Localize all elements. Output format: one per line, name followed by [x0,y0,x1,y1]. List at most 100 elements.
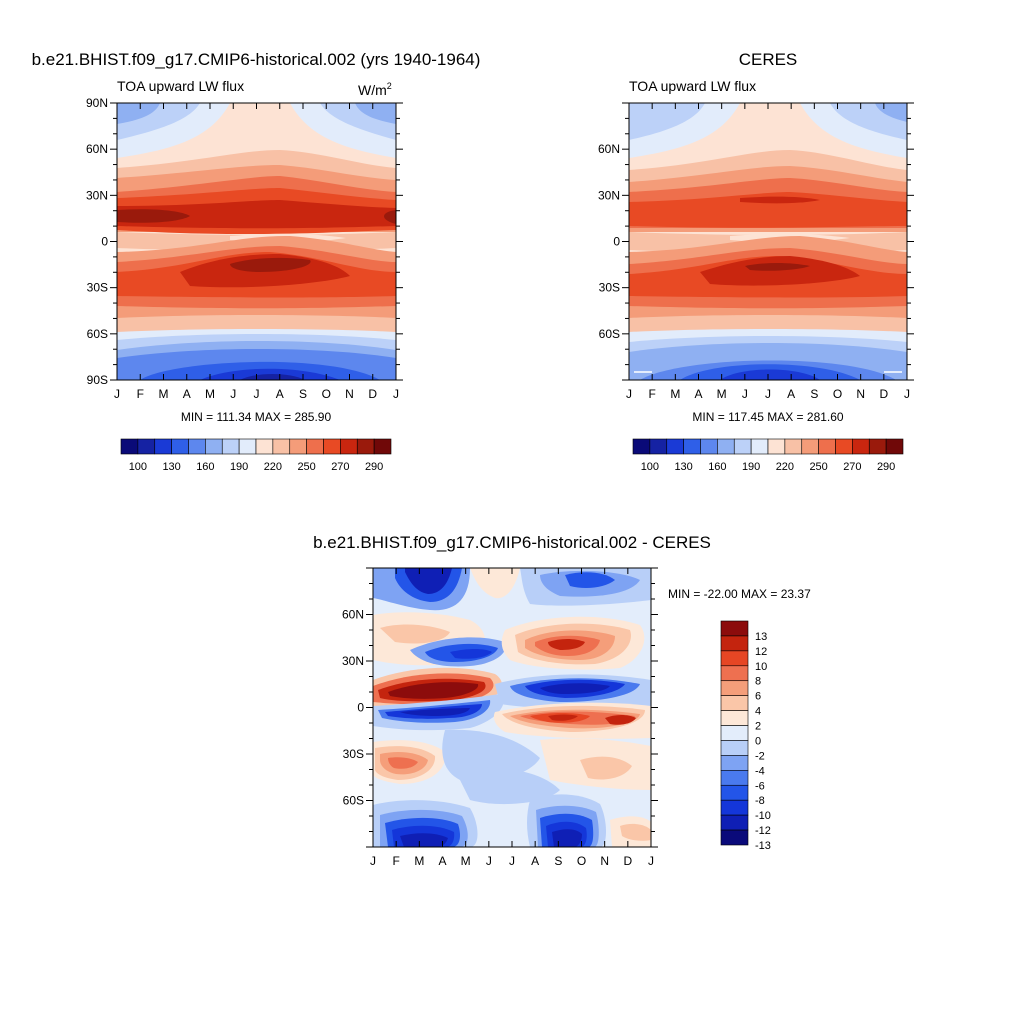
colorbar-swatch [340,438,358,455]
colorbar-swatch [720,635,749,652]
x-tick-label: M [159,387,169,401]
colorbar-label: 250 [809,461,827,473]
x-tick-label: A [694,387,702,401]
y-tick-label: 60N [342,608,364,622]
x-tick-label: J [370,854,376,868]
colorbar-swatch [683,438,701,455]
colorbar-label: -8 [755,795,765,807]
diff-title: b.e21.BHIST.f09_g17.CMIP6-historical.002… [313,533,711,552]
x-tick-label: N [856,387,865,401]
colorbar-label: 8 [755,676,761,688]
colorbar-label: -6 [755,780,765,792]
colorbar-label: -12 [755,825,771,837]
x-tick-label: M [414,854,424,868]
colorbar-label: 2 [755,721,761,733]
colorbar-swatch [720,680,749,696]
y-tick-label: 90S [87,373,108,387]
y-tick-label: 60N [86,142,108,156]
colorbar-swatch [750,438,769,455]
x-tick-label: J [254,387,260,401]
colorbar-label: 290 [877,461,895,473]
y-tick-label: 30N [598,188,620,202]
colorbar-label: 130 [674,461,692,473]
model-title: b.e21.BHIST.f09_g17.CMIP6-historical.002… [32,50,481,69]
colorbar-swatch [188,438,206,455]
colorbar-label: 4 [755,706,761,718]
y-tick-label: 0 [613,235,620,249]
colorbar-label: 13 [755,631,767,643]
y-tick-label: 30S [87,281,108,295]
colorbar-label: -13 [755,840,771,852]
x-tick-label: A [531,854,539,868]
colorbar-label: 100 [641,461,659,473]
colorbar-swatch [720,710,749,726]
colorbar-label: 160 [196,461,214,473]
x-tick-label: J [904,387,910,401]
obs-left-label: TOA upward LW flux [629,78,756,94]
y-tick-label: 0 [101,235,108,249]
colorbar-label: 190 [742,461,760,473]
diff-plot-area [373,568,651,847]
x-tick-label: M [205,387,215,401]
colorbar-swatch [720,829,749,846]
y-tick-label: 60S [343,794,364,808]
model-colorbar: 100 130 160 190 220 250 270 290 [120,438,392,473]
colorbar-swatch [720,784,749,801]
colorbar-swatch [852,438,870,455]
x-tick-label: J [393,387,399,401]
colorbar-swatch [868,438,887,455]
x-tick-label: O [577,854,586,868]
colorbar-label: -4 [755,765,765,777]
colorbar-swatch [720,620,749,637]
colorbar-label: 270 [331,461,349,473]
x-tick-label: J [765,387,771,401]
colorbar-swatch [885,438,904,455]
x-tick-label: S [810,387,818,401]
x-tick-label: J [114,387,120,401]
x-tick-label: O [833,387,842,401]
colorbar-label: -2 [755,750,765,762]
colorbar-swatch [632,438,651,455]
colorbar-label: 190 [230,461,248,473]
x-tick-label: N [600,854,609,868]
x-tick-label: J [648,854,654,868]
colorbar-swatch [255,438,274,455]
colorbar-swatch [289,438,307,455]
colorbar-swatch [238,438,257,455]
x-tick-label: S [299,387,307,401]
colorbar-label: 250 [297,461,315,473]
x-tick-label: D [623,854,632,868]
colorbar-swatch [717,438,735,455]
colorbar-swatch [272,438,291,455]
colorbar-swatch [720,740,749,756]
obs-title: CERES [739,50,798,69]
x-tick-label: F [137,387,144,401]
colorbar-swatch [801,438,819,455]
colorbar-swatch [323,438,341,455]
x-tick-label: A [183,387,191,401]
obs-plot-area [629,103,907,380]
colorbar-swatch [720,665,749,682]
y-tick-label: 60S [599,327,620,341]
colorbar-label: 10 [755,661,767,673]
colorbar-swatch [120,438,139,455]
colorbar-swatch [720,725,749,741]
x-tick-label: A [787,387,795,401]
x-tick-label: M [461,854,471,868]
colorbar-label: -10 [755,810,771,822]
x-tick-label: N [345,387,354,401]
colorbar-swatch [356,438,375,455]
x-tick-label: J [626,387,632,401]
model-units: W/m2 [358,81,392,98]
x-tick-label: M [670,387,680,401]
colorbar-swatch [137,438,156,455]
colorbar-swatch [720,770,749,786]
colorbar-swatch [649,438,668,455]
y-tick-label: 60N [598,142,620,156]
colorbar-label: 160 [708,461,726,473]
colorbar-label: 12 [755,646,767,658]
colorbar-swatch [221,438,240,455]
colorbar-label: 100 [129,461,147,473]
x-tick-label: S [554,854,562,868]
